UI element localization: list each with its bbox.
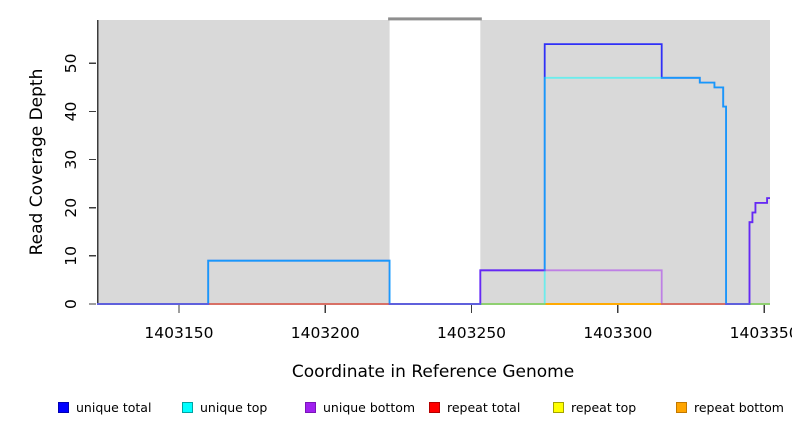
y-tick-label: 0 xyxy=(62,299,80,309)
x-tick-label: 1403150 xyxy=(144,324,213,342)
y-tick-label: 20 xyxy=(62,198,80,218)
plot-panel xyxy=(480,20,770,304)
plot-panel xyxy=(97,20,390,304)
y-tick-label: 10 xyxy=(62,246,80,266)
x-axis-title: Coordinate in Reference Genome xyxy=(291,362,575,382)
y-axis-title: Read Coverage Depth xyxy=(27,68,47,256)
x-tick-label: 1403300 xyxy=(583,324,652,342)
x-tick-label: 1403350 xyxy=(730,324,792,342)
x-tick-label: 1403250 xyxy=(437,324,506,342)
y-tick-label: 40 xyxy=(62,102,80,122)
y-tick-label: 50 xyxy=(62,53,80,73)
gap-indicator-bar xyxy=(388,17,482,21)
y-tick-label: 30 xyxy=(62,150,80,170)
series-line-unique-bottom xyxy=(97,197,770,305)
series-line-unique-top xyxy=(97,76,770,305)
x-tick-label: 1403200 xyxy=(291,324,360,342)
